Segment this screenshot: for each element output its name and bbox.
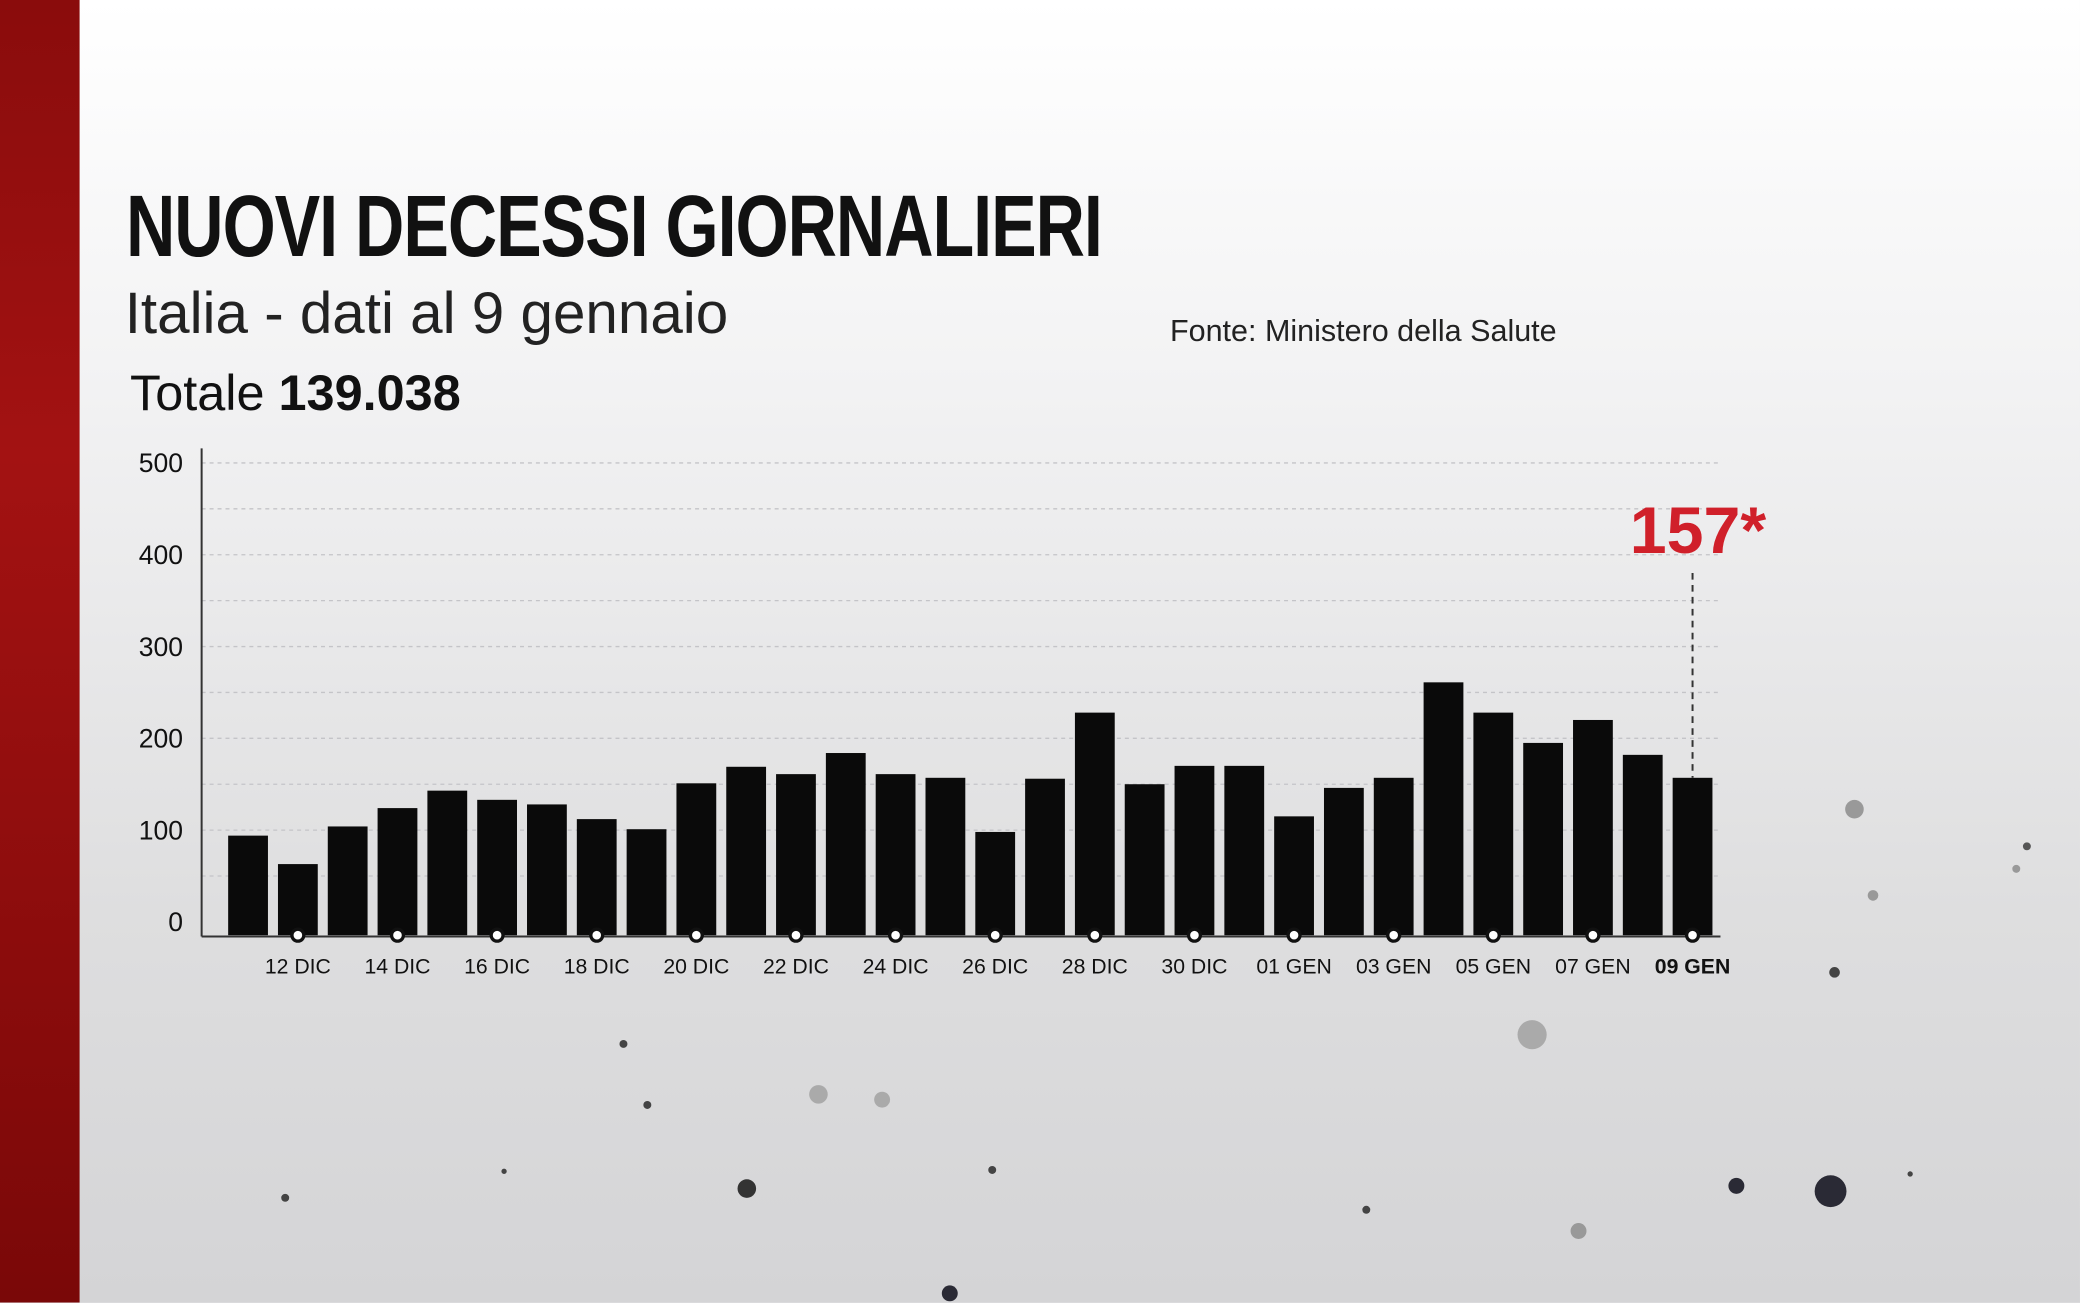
tick-marker: [389, 927, 406, 943]
bar: [1174, 765, 1215, 936]
x-tick-label: 16 DIC: [464, 956, 530, 979]
bar: [1473, 712, 1514, 936]
total-value: 139.038: [278, 366, 461, 422]
x-tick-label: 30 DIC: [1161, 956, 1227, 979]
bar: [1622, 754, 1663, 936]
x-tick-label: 14 DIC: [364, 956, 430, 979]
decorative-dot: [737, 1179, 757, 1198]
red-side-stripe: [0, 0, 80, 1303]
decorative-dot: [1867, 890, 1879, 901]
bar: [1672, 777, 1713, 936]
bar: [228, 835, 268, 936]
chart-title: NUOVI DECESSI GIORNALIERI: [126, 176, 1103, 275]
x-tick-label: 22 DIC: [763, 956, 829, 979]
total-label: Totale: [129, 366, 265, 422]
bar: [875, 774, 916, 936]
tick-marker: [1585, 927, 1601, 943]
bar: [527, 804, 567, 936]
chart-subtitle: Italia - dati al 9 gennaio: [124, 281, 729, 347]
decorative-dot: [874, 1091, 891, 1108]
bar: [776, 774, 816, 936]
decorative-dot: [2022, 842, 2031, 851]
decorative-dot: [619, 1039, 628, 1048]
bar: [1373, 777, 1414, 936]
decorative-dot: [1517, 1020, 1547, 1050]
bar: [1274, 816, 1314, 936]
bar: [277, 864, 318, 936]
bar: [1523, 742, 1564, 936]
y-tick-label: 400: [139, 540, 183, 570]
bar: [1224, 765, 1265, 936]
bar: [477, 799, 518, 936]
tick-marker: [1684, 927, 1701, 943]
tick-marker: [589, 927, 605, 943]
y-tick-label: 300: [139, 632, 183, 662]
bar: [576, 819, 617, 936]
tick-marker: [887, 927, 904, 943]
tick-marker: [290, 927, 306, 943]
x-tick-label: 05 GEN: [1456, 956, 1531, 979]
decorative-dot: [1845, 799, 1864, 819]
decorative-dot: [1728, 1177, 1745, 1194]
x-tick-label: 18 DIC: [564, 956, 630, 979]
tick-marker: [489, 927, 505, 943]
bar: [427, 790, 468, 936]
x-tick-label: 03 GEN: [1356, 956, 1431, 979]
bar: [975, 831, 1016, 936]
y-tick-label: 200: [139, 724, 183, 754]
decorative-dot: [809, 1085, 828, 1104]
total-line: Totale 139.038: [130, 366, 461, 423]
x-tick-label: 20 DIC: [663, 956, 729, 979]
bar: [1025, 778, 1065, 936]
decorative-dot: [988, 1165, 997, 1174]
decorative-dot: [2012, 864, 2021, 873]
x-tick-label: 09 GEN: [1655, 956, 1730, 979]
bar: [626, 829, 667, 936]
tick-marker: [788, 927, 804, 943]
decorative-dot: [501, 1168, 507, 1174]
decorative-dot: [1362, 1205, 1371, 1214]
latest-value-annotation: 157*: [1630, 494, 1767, 568]
decorative-dot: [1814, 1175, 1847, 1208]
bar: [1124, 784, 1165, 936]
decorative-dot: [1907, 1171, 1913, 1177]
source-note: Fonte: Ministero della Salute: [1169, 313, 1557, 348]
decorative-dot: [1570, 1223, 1587, 1239]
x-tick-label: 28 DIC: [1062, 956, 1128, 979]
x-tick-label: 26 DIC: [962, 956, 1028, 979]
y-tick-label: 500: [139, 448, 183, 478]
tick-marker: [1485, 927, 1501, 943]
y-tick-label: 100: [139, 815, 183, 845]
tick-marker: [1186, 927, 1203, 943]
bar: [1423, 682, 1464, 936]
decorative-dot: [1829, 967, 1840, 978]
tick-marker: [1286, 927, 1302, 943]
bar: [825, 753, 866, 936]
bar: [1074, 712, 1115, 936]
tick-marker: [1386, 927, 1402, 943]
x-tick-label: 12 DIC: [265, 956, 331, 979]
tick-marker: [1087, 927, 1103, 943]
bar: [676, 783, 717, 936]
bar: [726, 766, 767, 936]
bar: [1573, 719, 1613, 936]
bar: [1323, 787, 1364, 936]
x-tick-label: 07 GEN: [1555, 956, 1630, 979]
decorative-dot: [941, 1285, 958, 1302]
x-tick-label: 01 GEN: [1256, 956, 1331, 979]
decorative-dot: [281, 1193, 290, 1202]
y-tick-label: 0: [168, 907, 183, 937]
bar: [925, 777, 966, 936]
bar: [327, 826, 368, 936]
tick-marker: [987, 927, 1003, 943]
x-tick-label: 24 DIC: [863, 956, 929, 979]
decorative-dot: [643, 1100, 652, 1109]
bar: [377, 808, 418, 936]
tick-marker: [688, 927, 704, 943]
